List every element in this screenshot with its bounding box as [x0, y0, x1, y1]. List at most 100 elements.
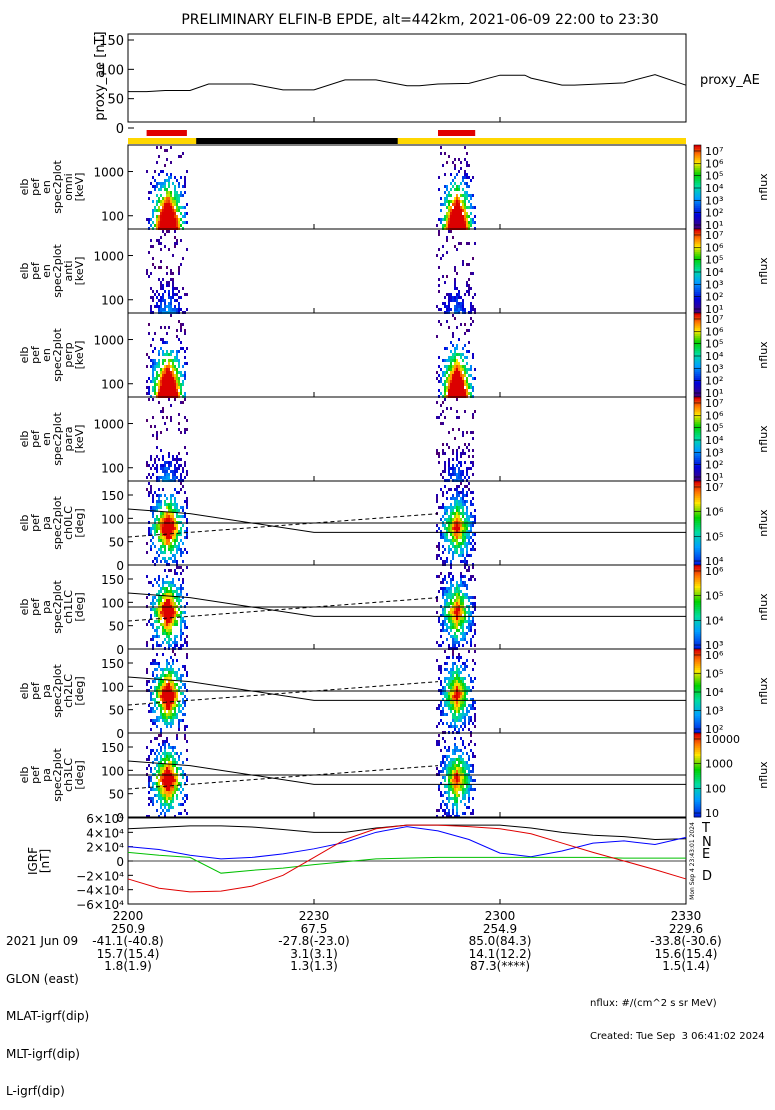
panel-ylabel: elb [18, 431, 31, 448]
spectrogram-pixel [438, 365, 440, 368]
spectrogram-pixel [170, 542, 172, 545]
spectrogram-pixel [156, 365, 158, 368]
spectrogram-pixel [460, 206, 462, 209]
spectrogram-pixel [452, 620, 454, 623]
spectrogram-pixel [454, 620, 456, 623]
spectrogram-pixel [172, 794, 174, 797]
spectrogram-pixel [446, 692, 448, 695]
spectrogram-pixel [180, 329, 182, 332]
spectrogram-pixel [460, 581, 462, 584]
spectrogram-pixel [456, 383, 458, 386]
spectrogram-pixel [158, 293, 160, 296]
colorbar-segment [694, 462, 701, 465]
spectrogram-pixel [466, 776, 468, 779]
spectrogram-pixel [172, 455, 174, 458]
spectrogram-pixel [160, 170, 162, 173]
spectrogram-pixel [178, 350, 180, 353]
spectrogram-pixel [160, 548, 162, 551]
spectrogram-pixel [454, 701, 456, 704]
spectrogram-pixel [166, 206, 168, 209]
spectrogram-pixel [448, 515, 450, 518]
spectrogram-pixel [178, 185, 180, 188]
spectrogram-pixel [446, 218, 448, 221]
spectrogram-pixel [460, 584, 462, 587]
spectrogram-pixel [462, 707, 464, 710]
colorbar-segment [694, 418, 701, 421]
spectrogram-pixel [448, 683, 450, 686]
colorbar-segment [694, 260, 701, 264]
spectrogram-pixel [170, 302, 172, 305]
spectrogram-pixel [160, 371, 162, 374]
spectrogram-pixel [440, 623, 442, 626]
colorbar-segment [694, 688, 701, 692]
spectrogram-pixel [186, 518, 188, 521]
spectrogram-pixel [162, 224, 164, 227]
spectrogram-pixel [174, 377, 176, 380]
spectrogram-pixel [454, 500, 456, 503]
spectrogram-pixel [160, 368, 162, 371]
spectrogram-pixel [468, 176, 470, 179]
spectrogram-pixel [150, 800, 152, 803]
spectrogram-pixel [458, 764, 460, 767]
spectrogram-pixel [446, 704, 448, 707]
spectrogram-pixel [150, 623, 152, 626]
spectrogram-pixel [180, 632, 182, 635]
spectrogram-pixel [186, 749, 188, 752]
spectrogram-pixel [472, 296, 474, 299]
spectrogram-pixel [158, 692, 160, 695]
spectrogram-pixel [452, 764, 454, 767]
spectrogram-pixel [464, 536, 466, 539]
spectrogram-pixel [156, 182, 158, 185]
spectrogram-pixel [450, 182, 452, 185]
spectrogram-pixel [168, 284, 170, 287]
anti-loss-cone-line [127, 513, 439, 538]
spectrogram-pixel [166, 665, 168, 668]
spectrogram-pixel [174, 215, 176, 218]
spectrogram-pixel [450, 695, 452, 698]
spectrogram-pixel [468, 278, 470, 281]
spectrogram-pixel [174, 602, 176, 605]
spectrogram-pixel [168, 767, 170, 770]
spectrogram-pixel [180, 458, 182, 461]
spectrogram-pixel [178, 371, 180, 374]
spectrogram-pixel [154, 611, 156, 614]
spectrogram-frame [127, 396, 687, 482]
spectrogram-pixel [170, 590, 172, 593]
spectrogram-frame [127, 228, 687, 314]
spectrogram-pixel [168, 602, 170, 605]
spectrogram-pixel [438, 230, 440, 233]
spectrogram-pixel [452, 602, 454, 605]
spectrogram-pixel [454, 752, 456, 755]
spectrogram-pixel [442, 596, 444, 599]
spectrogram-pixel [460, 590, 462, 593]
spectrogram-pixel [174, 704, 176, 707]
spectrogram-pixel [166, 581, 168, 584]
colorbar-segment [694, 728, 701, 732]
spectrogram-pixel [162, 515, 164, 518]
spectrogram-pixel [164, 515, 166, 518]
spectrogram-pixel [466, 194, 468, 197]
spectrogram-pixel [184, 794, 186, 797]
spectrogram-pixel [164, 803, 166, 806]
spectrogram-pixel [464, 770, 466, 773]
spectrogram-pixel [166, 641, 168, 644]
spectrogram-pixel [460, 542, 462, 545]
spectrogram-pixel [174, 287, 176, 290]
spectrogram-pixel [438, 548, 440, 551]
colorbar-segment [694, 195, 701, 198]
spectrogram-pixel [452, 314, 454, 317]
spectrogram-pixel [176, 623, 178, 626]
spectrogram-pixel [454, 680, 456, 683]
spectrogram-pixel [468, 242, 470, 245]
spectrogram-pixel [460, 560, 462, 563]
spectrogram-pixel [170, 419, 172, 422]
spectrogram-pixel [454, 524, 456, 527]
spectrogram-pixel [470, 524, 472, 527]
spectrogram-pixel [450, 671, 452, 674]
spectrogram-pixel [440, 257, 442, 260]
spectrogram-pixel [448, 749, 450, 752]
panel-ylabel: pa [40, 684, 53, 698]
panel-ylabel: pef [29, 513, 42, 532]
colorbar-segment [694, 697, 701, 700]
spectrogram-pixel [472, 449, 474, 452]
